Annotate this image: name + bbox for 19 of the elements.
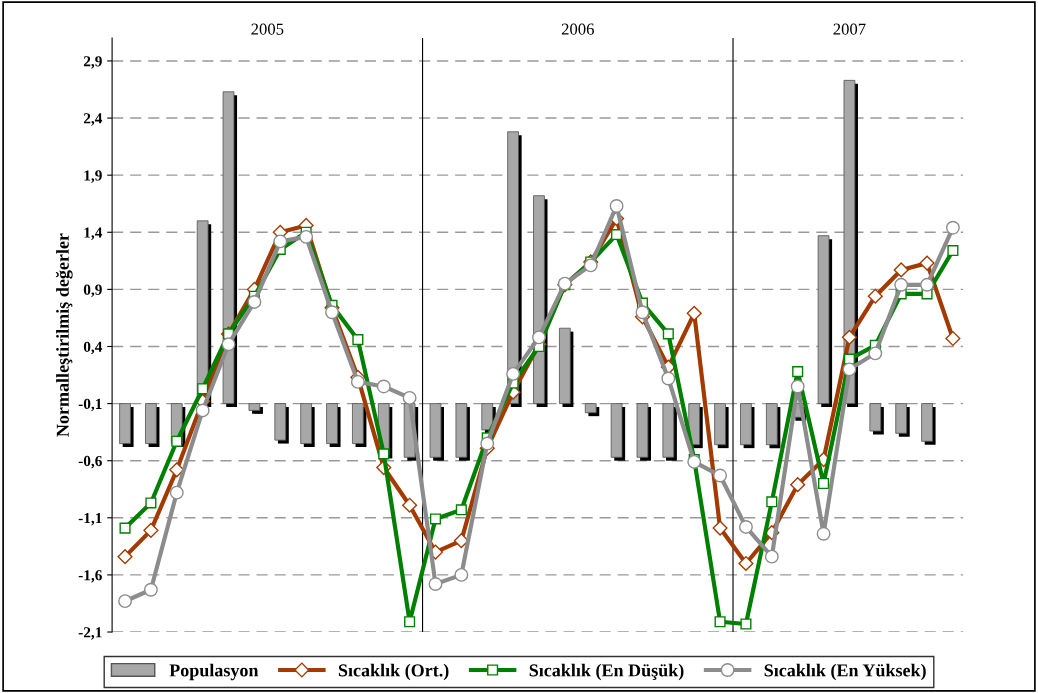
y-tick-label: 1,9	[84, 170, 102, 183]
y-axis-title: Normalleştirilmiş değerler	[55, 233, 73, 437]
y-tick-label: 0,9	[83, 284, 102, 298]
y-tick-label: -0,1	[78, 398, 102, 412]
y-tick-label: -1,6	[78, 570, 102, 583]
legend-label: Sıcaklık (En Yüksek)	[764, 663, 926, 681]
y-tick-label: -0,6	[78, 455, 102, 469]
text: 2007	[833, 23, 866, 35]
y-tick-label: 2,9	[83, 56, 102, 69]
legend-label: Sıcaklık (Ort.)	[338, 663, 449, 681]
legend-label: Populasyon	[169, 663, 259, 681]
text: 2005	[251, 23, 284, 35]
legend-label: Sıcaklık (En Düşük)	[529, 663, 684, 681]
y-tick-label: -2,1	[78, 627, 102, 640]
y-tick-label: 2,4	[83, 113, 103, 126]
y-tick-label: -1,1	[78, 513, 102, 526]
y-tick-label: 1,4	[84, 227, 103, 240]
y-tick-label: 0,4	[83, 341, 103, 355]
text: 2006	[561, 23, 594, 35]
